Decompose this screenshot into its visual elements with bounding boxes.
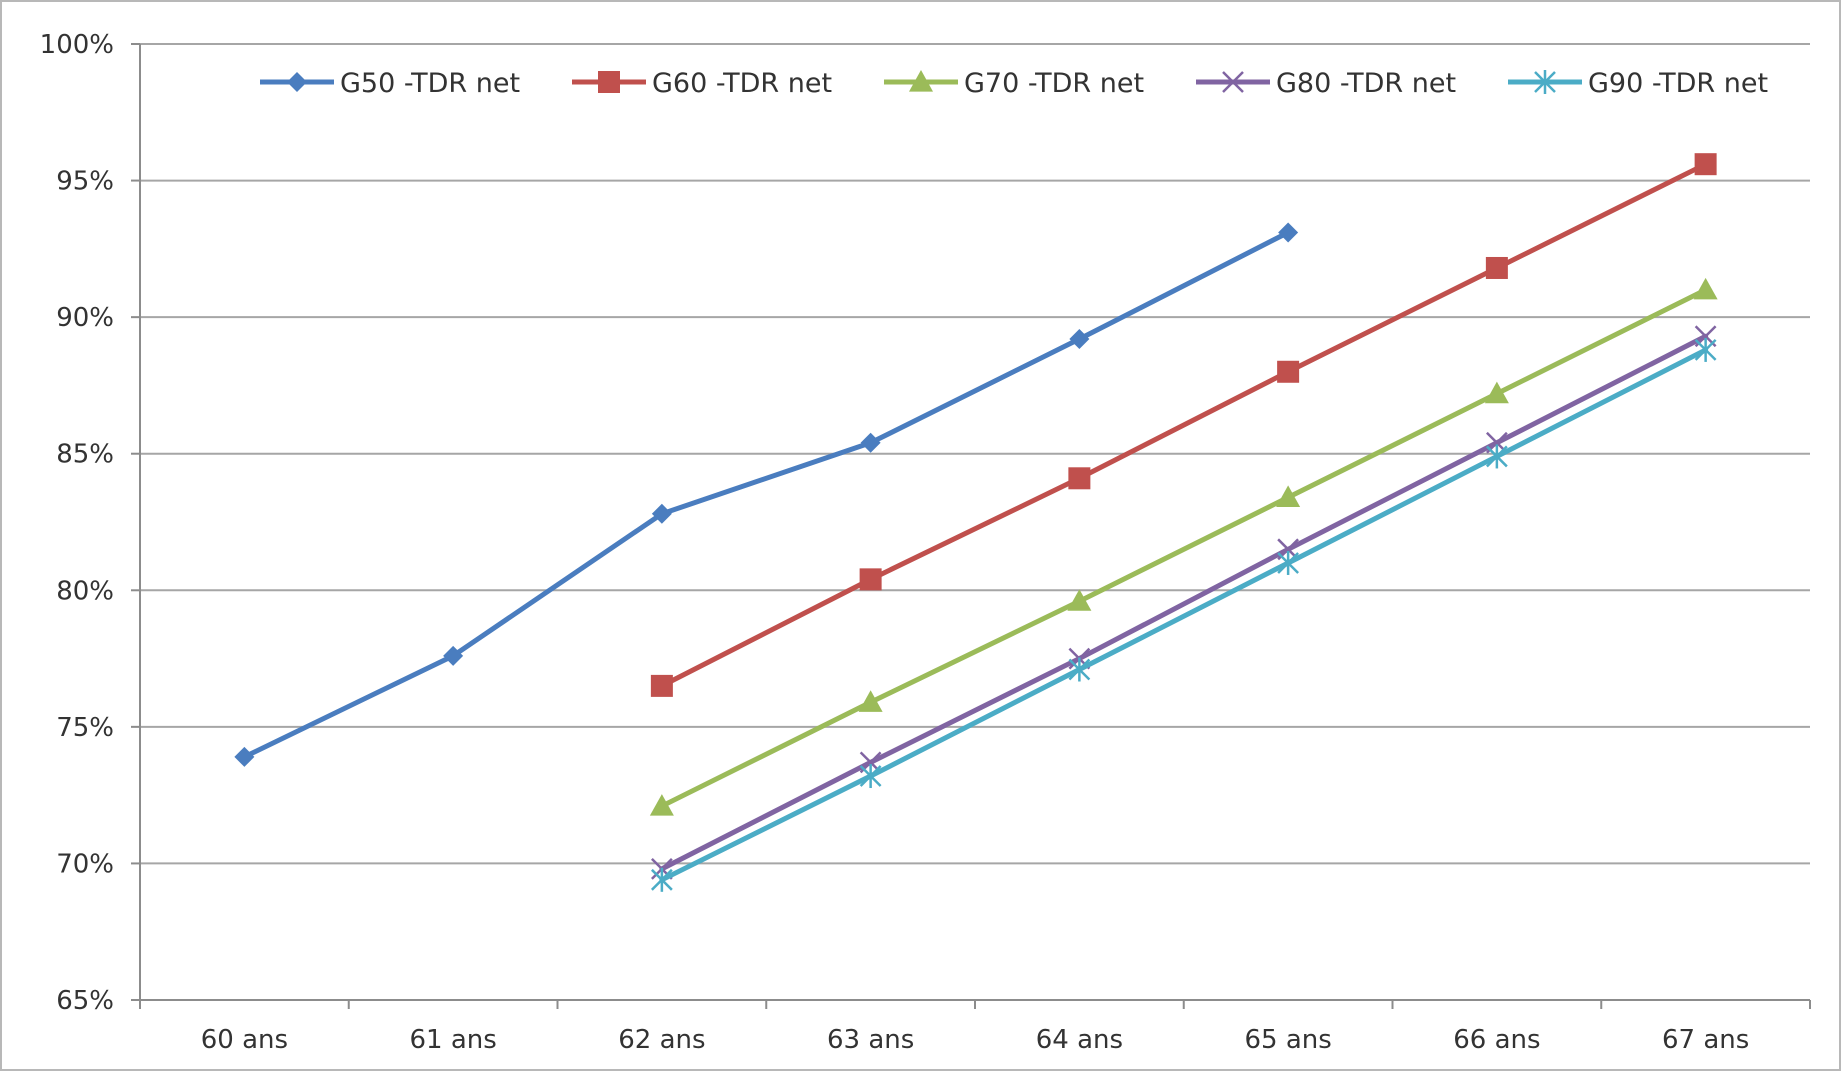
legend-entry: G50 -TDR net xyxy=(260,68,520,99)
data-point xyxy=(1485,256,1508,279)
series-line xyxy=(241,229,1291,760)
series-3 xyxy=(649,277,1718,816)
x-tick-label: 66 ans xyxy=(1453,1025,1540,1055)
legend-marker xyxy=(909,70,933,92)
y-tick-label: 80% xyxy=(56,576,114,606)
x-tick-label: 63 ans xyxy=(827,1025,914,1055)
series-2 xyxy=(650,153,1717,697)
y-tick-label: 70% xyxy=(56,849,114,879)
data-point xyxy=(859,764,882,789)
series-line xyxy=(659,347,1709,883)
y-tick-label: 95% xyxy=(56,167,114,197)
y-tick-label: 85% xyxy=(56,440,114,470)
data-point xyxy=(234,746,255,767)
y-tick-label: 90% xyxy=(56,303,114,333)
legend: G50 -TDR net G60 -TDR net G70 -TDR net G80 … xyxy=(260,68,1768,99)
gridlines xyxy=(140,43,1810,865)
y-tick-label: 75% xyxy=(56,713,114,743)
legend-label: G50 -TDR net xyxy=(340,68,520,99)
data-point xyxy=(443,645,464,666)
data-point xyxy=(1277,360,1300,383)
data-point xyxy=(1067,589,1092,611)
data-point xyxy=(1693,277,1718,300)
legend-label: G60 -TDR net xyxy=(652,68,832,99)
data-point xyxy=(1068,467,1091,490)
data-point xyxy=(1484,381,1509,404)
series-line xyxy=(659,161,1709,689)
x-tick-label: 60 ans xyxy=(201,1025,288,1055)
series-line xyxy=(659,287,1709,809)
data-point xyxy=(1278,222,1299,243)
axes: 65% 70% 75% 80% 85% 90% 95% 100% 60 ans 61 ans 62 … xyxy=(40,30,1811,1055)
data-point xyxy=(1485,444,1508,469)
y-tick-label: 65% xyxy=(56,986,114,1016)
data-point xyxy=(859,568,882,591)
legend-entry: G90 -TDR net xyxy=(1508,68,1768,99)
data-point xyxy=(858,690,883,712)
legend-label: G90 -TDR net xyxy=(1588,68,1768,99)
x-tick-label: 65 ans xyxy=(1244,1025,1331,1055)
x-tick-label: 61 ans xyxy=(409,1025,496,1055)
legend-entry: G70 -TDR net xyxy=(884,68,1144,99)
x-tick-label: 67 ans xyxy=(1662,1025,1749,1055)
data-point xyxy=(1276,485,1301,508)
series-line xyxy=(659,333,1709,872)
x-tick-label: 62 ans xyxy=(618,1025,705,1055)
legend-label: G70 -TDR net xyxy=(964,68,1144,99)
data-point xyxy=(649,794,674,816)
data-point xyxy=(860,432,881,453)
data-point xyxy=(1069,328,1090,349)
data-point xyxy=(650,867,673,892)
legend-label: G80 -TDR net xyxy=(1276,68,1456,99)
data-point xyxy=(651,503,672,524)
x-tick-label: 64 ans xyxy=(1036,1025,1123,1055)
y-tick-label: 100% xyxy=(40,30,114,60)
legend-marker xyxy=(1534,70,1556,94)
series-5 xyxy=(650,337,1717,892)
series-lines xyxy=(234,153,1718,892)
legend-marker xyxy=(287,72,307,92)
series-1 xyxy=(234,222,1299,767)
data-point xyxy=(1694,153,1717,176)
series-4 xyxy=(650,325,1717,880)
legend-entry: G60 -TDR net xyxy=(572,68,832,99)
data-point xyxy=(1277,550,1300,575)
legend-marker xyxy=(598,71,620,93)
data-point xyxy=(1694,337,1717,362)
legend-marker xyxy=(1222,71,1244,93)
legend-entry: G80 -TDR net xyxy=(1196,68,1456,99)
data-point xyxy=(650,674,673,697)
data-point xyxy=(1068,657,1091,682)
